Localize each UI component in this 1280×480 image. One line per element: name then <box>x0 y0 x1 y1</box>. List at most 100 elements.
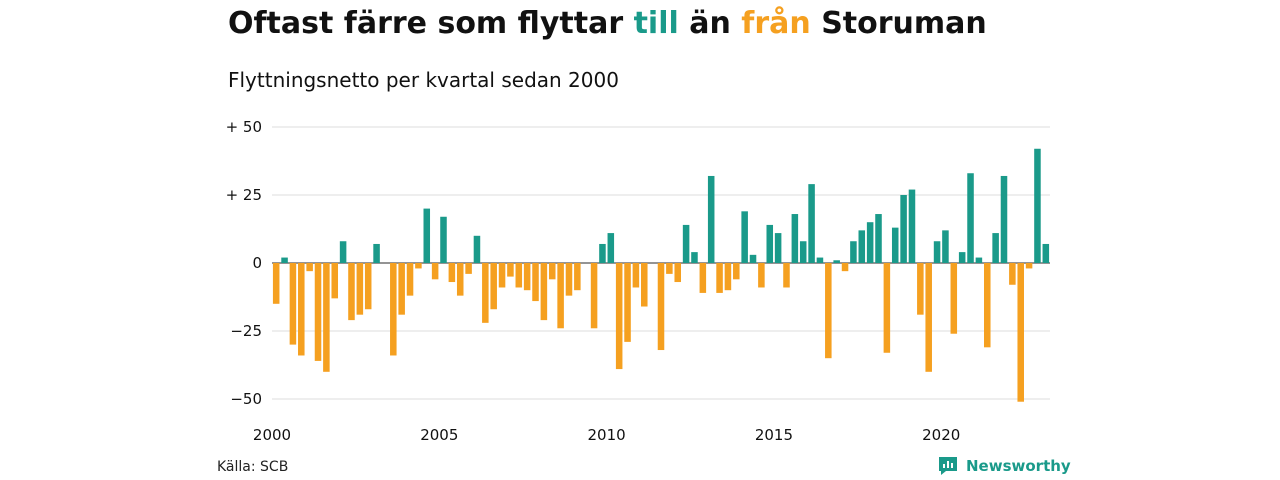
bar <box>515 263 523 288</box>
x-tick-label: 2015 <box>755 426 793 444</box>
bar <box>298 263 305 356</box>
bar <box>540 263 548 321</box>
bar <box>406 263 414 296</box>
bar <box>465 263 472 274</box>
bar <box>758 263 765 288</box>
newsworthy-logo-icon <box>939 457 957 475</box>
bar <box>440 216 447 263</box>
bar <box>289 263 297 345</box>
bar <box>557 263 564 329</box>
bar <box>766 224 774 263</box>
bar <box>272 263 280 304</box>
bar <box>699 263 707 293</box>
bar <box>1025 263 1033 269</box>
bar <box>599 243 606 263</box>
title-part-3: Storuman <box>810 6 987 41</box>
bar <box>733 263 740 280</box>
bar <box>841 263 849 272</box>
bar <box>933 241 941 263</box>
bar <box>791 214 799 263</box>
bar <box>331 263 339 299</box>
bar <box>1009 263 1016 285</box>
bar <box>356 263 364 315</box>
bar <box>398 263 405 315</box>
bar <box>574 263 581 291</box>
bar <box>741 211 748 263</box>
x-tick-label: 2020 <box>922 426 960 444</box>
bar <box>448 263 456 283</box>
y-tick-label: −50 <box>230 390 262 408</box>
title-fran: från <box>741 6 811 41</box>
bar <box>1034 148 1041 263</box>
bar <box>875 214 882 263</box>
y-tick-label: 0 <box>252 254 262 272</box>
bar <box>632 263 640 288</box>
bar <box>415 263 422 269</box>
bar <box>908 189 916 263</box>
bar <box>816 257 824 263</box>
bar <box>975 257 983 263</box>
bar <box>565 263 573 296</box>
bar <box>858 230 866 263</box>
y-tick-label: −25 <box>230 322 262 340</box>
bar <box>482 263 489 323</box>
x-tick-label: 2005 <box>420 426 458 444</box>
x-tick-label: 2000 <box>253 426 291 444</box>
bar <box>490 263 497 310</box>
bar <box>808 184 815 263</box>
bar <box>624 263 631 342</box>
bar <box>942 230 949 263</box>
bar <box>707 175 715 263</box>
bar <box>1042 243 1050 263</box>
bar <box>532 263 539 302</box>
bar <box>917 263 924 315</box>
bar <box>364 263 372 310</box>
title-part-2: än <box>678 6 742 41</box>
bar <box>431 263 439 280</box>
x-tick-label: 2010 <box>588 426 626 444</box>
bar <box>507 263 514 277</box>
bar <box>825 263 832 359</box>
bar <box>348 263 355 321</box>
bar <box>850 241 857 263</box>
bar <box>666 263 673 274</box>
brand-logo: Newsworthy <box>937 455 1071 477</box>
chart-subtitle: Flyttningsnetto per kvartal sedan 2000 <box>228 68 619 92</box>
bar <box>833 260 840 263</box>
bar <box>682 224 690 263</box>
title-part-1: Oftast färre som flyttar <box>228 6 634 41</box>
bar <box>456 263 464 296</box>
bar <box>866 222 874 263</box>
source-note: Källa: SCB <box>217 459 289 475</box>
bar <box>891 227 899 263</box>
bar <box>883 263 891 353</box>
bar <box>306 263 313 272</box>
bar <box>473 235 481 263</box>
bar <box>423 208 431 263</box>
bar <box>783 263 790 288</box>
bar <box>548 263 556 280</box>
bar <box>339 241 347 263</box>
bar <box>716 263 723 293</box>
bar <box>498 263 506 288</box>
bar <box>657 263 665 351</box>
bar <box>749 254 757 263</box>
bar <box>323 263 330 372</box>
bar <box>950 263 958 334</box>
bar <box>390 263 397 356</box>
bar <box>958 252 966 263</box>
bar <box>281 257 288 263</box>
bar <box>607 233 615 263</box>
bar <box>314 263 322 361</box>
bar <box>641 263 648 307</box>
bar <box>900 195 907 263</box>
brand-name: Newsworthy <box>966 457 1071 475</box>
bar <box>967 173 974 263</box>
bar <box>925 263 932 372</box>
bar <box>992 233 999 263</box>
bar <box>674 263 681 283</box>
bar <box>799 241 807 263</box>
title-till: till <box>633 6 679 41</box>
bar <box>590 263 598 329</box>
